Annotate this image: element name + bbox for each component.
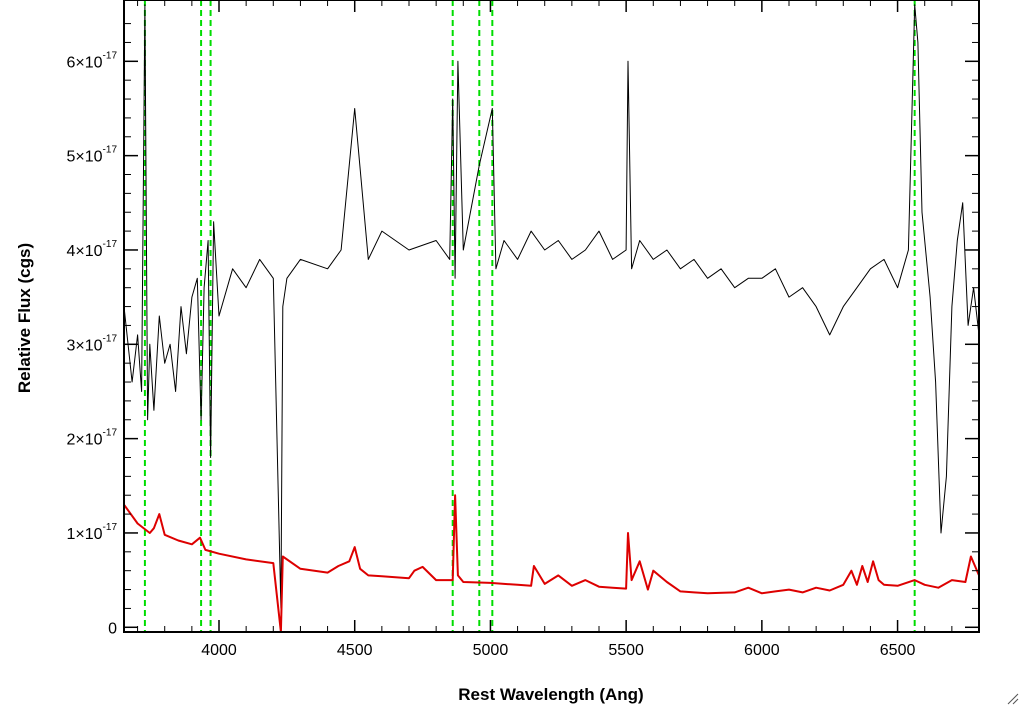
y-tick-label-0: 0 xyxy=(108,620,117,637)
y-tick-label-5: 5×10-17 xyxy=(67,145,118,166)
x-tick-labels: 4000 4500 5000 5500 6000 6500 xyxy=(201,642,915,659)
y-tick-label-2: 2×10-17 xyxy=(67,428,118,449)
y-tick-label-1: 1×10-17 xyxy=(67,522,118,543)
y-axis-title: Relative Flux (cgs) xyxy=(15,243,34,393)
series-group xyxy=(123,4,980,633)
series-line-0 xyxy=(123,4,980,609)
resize-grip-icon[interactable] xyxy=(1007,693,1019,705)
y-tick-label-4: 4×10-17 xyxy=(67,239,118,260)
series-line-1 xyxy=(123,494,980,633)
y-tick-label-3: 3×10-17 xyxy=(67,333,118,354)
x-tick-label-0: 4000 xyxy=(201,642,237,659)
x-tick-label-5: 6500 xyxy=(880,642,916,659)
x-tick-label-1: 4500 xyxy=(337,642,373,659)
x-tick-label-2: 5000 xyxy=(473,642,509,659)
x-tick-label-4: 6000 xyxy=(744,642,780,659)
plot-frame xyxy=(123,0,980,633)
axis-ticks xyxy=(124,0,980,632)
y-tick-label-6: 6×10-17 xyxy=(67,50,118,71)
y-tick-labels: 0 1×10-17 2×10-17 3×10-17 4×10-17 5×10-17 6×10… xyxy=(67,50,118,637)
x-tick-label-3: 5500 xyxy=(608,642,644,659)
x-axis-title: Rest Wavelength (Ang) xyxy=(458,685,643,704)
